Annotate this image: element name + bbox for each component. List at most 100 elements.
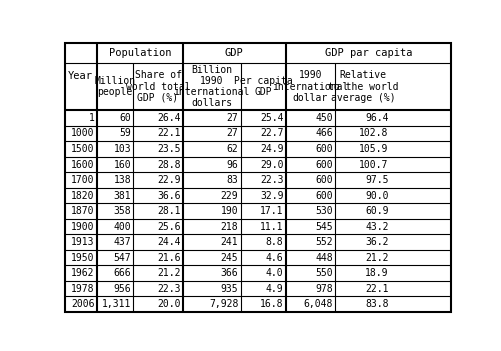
Text: 138: 138	[113, 175, 131, 185]
Text: Population: Population	[108, 48, 171, 58]
Text: 547: 547	[113, 253, 131, 263]
Text: 22.3: 22.3	[157, 284, 180, 293]
Text: 32.9: 32.9	[260, 191, 283, 200]
Text: 22.7: 22.7	[260, 128, 283, 139]
Text: 96: 96	[226, 159, 238, 170]
Text: 437: 437	[113, 237, 131, 247]
Text: 28.1: 28.1	[157, 206, 180, 216]
Text: 20.0: 20.0	[157, 299, 180, 309]
Text: GDP par capita: GDP par capita	[324, 48, 411, 58]
Text: 1500: 1500	[71, 144, 94, 154]
Text: 1950: 1950	[71, 253, 94, 263]
Text: 229: 229	[220, 191, 238, 200]
Text: 1: 1	[89, 113, 94, 123]
Text: 448: 448	[315, 253, 332, 263]
Text: 25.6: 25.6	[157, 221, 180, 232]
Text: 530: 530	[315, 206, 332, 216]
Text: 83.8: 83.8	[364, 299, 388, 309]
Text: 16.8: 16.8	[260, 299, 283, 309]
Text: 550: 550	[315, 268, 332, 278]
Text: 43.2: 43.2	[364, 221, 388, 232]
Text: 450: 450	[315, 113, 332, 123]
Text: 27: 27	[226, 113, 238, 123]
Text: 245: 245	[220, 253, 238, 263]
Text: 466: 466	[315, 128, 332, 139]
Text: 21.2: 21.2	[364, 253, 388, 263]
Text: 25.4: 25.4	[260, 113, 283, 123]
Text: 26.4: 26.4	[157, 113, 180, 123]
Text: 8.8: 8.8	[265, 237, 283, 247]
Text: 241: 241	[220, 237, 238, 247]
Text: 36.2: 36.2	[364, 237, 388, 247]
Text: 102.8: 102.8	[359, 128, 388, 139]
Text: 1900: 1900	[71, 221, 94, 232]
Text: 83: 83	[226, 175, 238, 185]
Text: 1000: 1000	[71, 128, 94, 139]
Text: 96.4: 96.4	[364, 113, 388, 123]
Text: 160: 160	[113, 159, 131, 170]
Text: 103: 103	[113, 144, 131, 154]
Text: GDP: GDP	[224, 48, 243, 58]
Text: 1820: 1820	[71, 191, 94, 200]
Text: 600: 600	[315, 159, 332, 170]
Text: 600: 600	[315, 175, 332, 185]
Text: 60.9: 60.9	[364, 206, 388, 216]
Text: 600: 600	[315, 191, 332, 200]
Text: 24.4: 24.4	[157, 237, 180, 247]
Text: 1600: 1600	[71, 159, 94, 170]
Text: 29.0: 29.0	[260, 159, 283, 170]
Text: Share of
world total
GDP (%): Share of world total GDP (%)	[125, 71, 190, 103]
Text: Per capita
GDP: Per capita GDP	[233, 76, 292, 97]
Text: 24.9: 24.9	[260, 144, 283, 154]
Text: 22.1: 22.1	[364, 284, 388, 293]
Text: 2006: 2006	[71, 299, 94, 309]
Text: 358: 358	[113, 206, 131, 216]
Text: 190: 190	[220, 206, 238, 216]
Text: 545: 545	[315, 221, 332, 232]
Text: 600: 600	[315, 144, 332, 154]
Text: 956: 956	[113, 284, 131, 293]
Text: Billion
1990
international
dollars: Billion 1990 international dollars	[173, 65, 249, 108]
Text: 366: 366	[220, 268, 238, 278]
Text: Year: Year	[68, 72, 93, 81]
Text: 90.0: 90.0	[364, 191, 388, 200]
Text: 666: 666	[113, 268, 131, 278]
Text: 552: 552	[315, 237, 332, 247]
Text: 27: 27	[226, 128, 238, 139]
Text: 62: 62	[226, 144, 238, 154]
Text: 21.6: 21.6	[157, 253, 180, 263]
Text: 1990
international
dollar: 1990 international dollar	[272, 71, 348, 103]
Text: 22.3: 22.3	[260, 175, 283, 185]
Text: Relative
to the world
average (%): Relative to the world average (%)	[327, 71, 397, 103]
Text: 935: 935	[220, 284, 238, 293]
Text: 400: 400	[113, 221, 131, 232]
Text: 1,311: 1,311	[102, 299, 131, 309]
Text: 60: 60	[119, 113, 131, 123]
Text: 23.5: 23.5	[157, 144, 180, 154]
Text: 21.2: 21.2	[157, 268, 180, 278]
Text: 36.6: 36.6	[157, 191, 180, 200]
Text: 59: 59	[119, 128, 131, 139]
Text: 218: 218	[220, 221, 238, 232]
Text: 100.7: 100.7	[359, 159, 388, 170]
Text: 18.9: 18.9	[364, 268, 388, 278]
Text: 7,928: 7,928	[208, 299, 238, 309]
Text: 4.9: 4.9	[265, 284, 283, 293]
Text: 6,048: 6,048	[303, 299, 332, 309]
Text: 105.9: 105.9	[359, 144, 388, 154]
Text: 97.5: 97.5	[364, 175, 388, 185]
Text: 11.1: 11.1	[260, 221, 283, 232]
Text: 1913: 1913	[71, 237, 94, 247]
Text: 22.9: 22.9	[157, 175, 180, 185]
Text: Million
people: Million people	[94, 76, 135, 97]
Text: 1962: 1962	[71, 268, 94, 278]
Text: 22.1: 22.1	[157, 128, 180, 139]
Text: 978: 978	[315, 284, 332, 293]
Text: 1700: 1700	[71, 175, 94, 185]
Text: 1978: 1978	[71, 284, 94, 293]
Text: 4.6: 4.6	[265, 253, 283, 263]
Text: 381: 381	[113, 191, 131, 200]
Text: 17.1: 17.1	[260, 206, 283, 216]
Text: 4.0: 4.0	[265, 268, 283, 278]
Text: 1870: 1870	[71, 206, 94, 216]
